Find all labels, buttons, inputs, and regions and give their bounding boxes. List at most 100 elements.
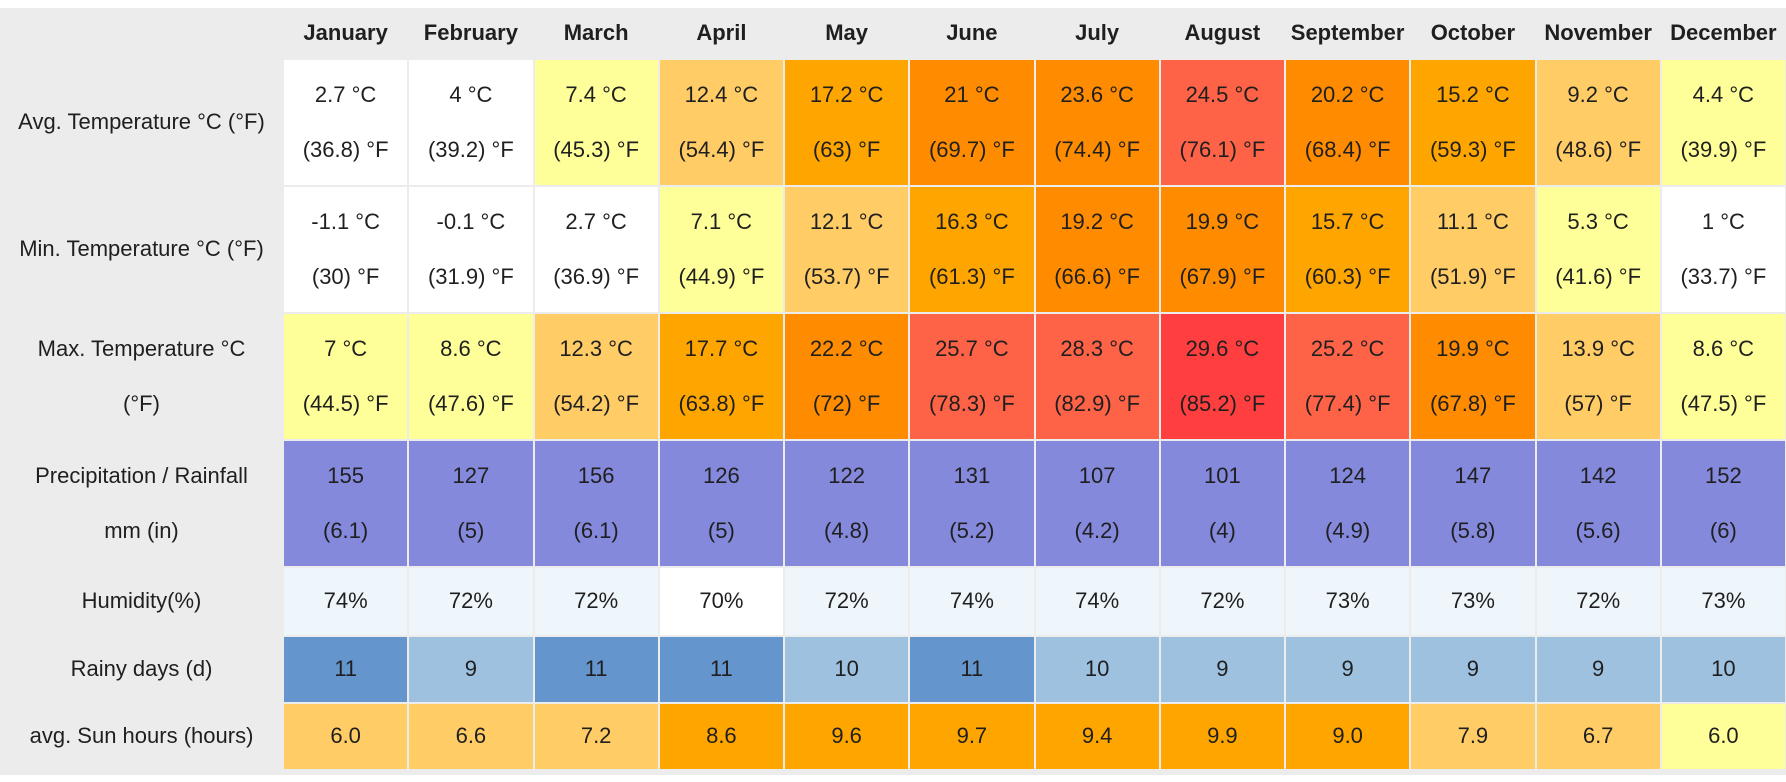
cell-value: 9 bbox=[1216, 656, 1229, 682]
humidity-cell: 72% bbox=[784, 567, 910, 636]
cell-secondary-value: (82.9) °F bbox=[1054, 390, 1141, 416]
cell-value: 12.4 °C bbox=[684, 82, 759, 108]
cell-value: 10 bbox=[834, 656, 859, 682]
month-header-july: July bbox=[1034, 8, 1160, 59]
cell-secondary-value: (68.4) °F bbox=[1304, 136, 1391, 162]
cell-value: 5.3 °C bbox=[1567, 209, 1629, 235]
cell-value: 9.6 bbox=[831, 723, 862, 749]
precipitation-cell: 131 (5.2) bbox=[909, 440, 1035, 567]
row-label-rainy-days: Rainy days (d) bbox=[0, 636, 283, 703]
sun-hours-cell: 9.4 bbox=[1034, 703, 1160, 770]
max-temp-cell: 25.7 °C (78.3) °F bbox=[909, 313, 1035, 440]
cell-secondary-value: (6.1) bbox=[573, 517, 619, 543]
sun-hours-cell: 9.0 bbox=[1285, 703, 1411, 770]
cell-value: 9.2 °C bbox=[1567, 82, 1629, 108]
cell-secondary-value: (57) °F bbox=[1564, 390, 1632, 416]
cell-value: 28.3 °C bbox=[1060, 336, 1134, 362]
cell-value: 13.9 °C bbox=[1561, 336, 1635, 362]
month-header-october: October bbox=[1410, 8, 1536, 59]
humidity-cell: 73% bbox=[1410, 567, 1536, 636]
cell-value: 19.9 °C bbox=[1436, 336, 1510, 362]
cell-secondary-value: (5) bbox=[457, 517, 485, 543]
cell-secondary-value: (39.9) °F bbox=[1680, 136, 1767, 162]
month-header-november: November bbox=[1535, 8, 1661, 59]
cell-secondary-value: (47.6) °F bbox=[427, 390, 514, 416]
cell-value: -0.1 °C bbox=[436, 209, 506, 235]
cell-value: 17.2 °C bbox=[809, 82, 884, 108]
cell-value: 8.6 °C bbox=[1692, 336, 1755, 362]
cell-value: 124 bbox=[1329, 463, 1366, 489]
cell-value: 72% bbox=[574, 588, 619, 614]
humidity-cell: 73% bbox=[1660, 567, 1786, 636]
month-header-april: April bbox=[658, 8, 784, 59]
rainy-days-cell: 11 bbox=[909, 636, 1035, 703]
max-temp-cell: 22.2 °C (72) °F bbox=[784, 313, 910, 440]
max-temp-cell: 7 °C (44.5) °F bbox=[283, 313, 409, 440]
cell-value: 142 bbox=[1579, 463, 1617, 489]
sun-hours-cell: 9.9 bbox=[1159, 703, 1285, 770]
precipitation-cell: 142 (5.6) bbox=[1535, 440, 1661, 567]
cell-secondary-value: (60.3) °F bbox=[1304, 263, 1391, 289]
row-label-line: Max. Temperature °C bbox=[37, 335, 246, 361]
cell-value: 12.3 °C bbox=[559, 336, 633, 362]
cell-value: 24.5 °C bbox=[1185, 82, 1260, 108]
sun-hours-cell: 9.7 bbox=[909, 703, 1035, 770]
row-label-line: (°F) bbox=[123, 391, 160, 417]
row-label-precipitation: Precipitation / Rainfall mm (in) bbox=[0, 440, 283, 567]
cell-value: 72% bbox=[824, 588, 869, 614]
avg-temp-cell: 7.4 °C (45.3) °F bbox=[533, 59, 659, 186]
rainy-days-cell: 10 bbox=[1660, 636, 1786, 703]
sun-hours-cell: 6.0 bbox=[1660, 703, 1786, 770]
cell-value: 9 bbox=[1341, 656, 1354, 682]
cell-secondary-value: (31.9) °F bbox=[427, 263, 514, 289]
rainy-days-cell: 11 bbox=[658, 636, 784, 703]
cell-secondary-value: (5.2) bbox=[949, 517, 995, 543]
max-temp-cell: 28.3 °C (82.9) °F bbox=[1034, 313, 1160, 440]
cell-secondary-value: (4) bbox=[1208, 517, 1236, 543]
cell-secondary-value: (67.9) °F bbox=[1179, 263, 1266, 289]
cell-value: 2.7 °C bbox=[314, 82, 377, 108]
cell-value: 25.2 °C bbox=[1310, 336, 1385, 362]
avg-temp-cell: 2.7 °C (36.8) °F bbox=[283, 59, 409, 186]
cell-secondary-value: (36.9) °F bbox=[553, 263, 640, 289]
min-temp-cell: 15.7 °C (60.3) °F bbox=[1285, 186, 1411, 313]
precipitation-cell: 122 (4.8) bbox=[784, 440, 910, 567]
cell-secondary-value: (72) °F bbox=[812, 390, 881, 416]
cell-value: 8.6 °C bbox=[440, 336, 502, 362]
max-temp-cell: 17.7 °C (63.8) °F bbox=[658, 313, 784, 440]
cell-secondary-value: (5) bbox=[707, 517, 735, 543]
row-label-humidity: Humidity(%) bbox=[0, 567, 283, 636]
avg-temp-cell: 24.5 °C (76.1) °F bbox=[1159, 59, 1285, 186]
cell-value: 70% bbox=[699, 588, 744, 614]
cell-value: 7.1 °C bbox=[690, 209, 753, 235]
cell-value: 9 bbox=[1466, 656, 1479, 682]
precipitation-cell: 155 (6.1) bbox=[283, 440, 409, 567]
sun-hours-cell: 8.6 bbox=[658, 703, 784, 770]
rainy-days-cell: 11 bbox=[283, 636, 409, 703]
rainy-days-cell: 9 bbox=[1410, 636, 1536, 703]
month-header-january: January bbox=[283, 8, 409, 59]
cell-value: 152 bbox=[1705, 463, 1742, 489]
cell-value: 122 bbox=[828, 463, 865, 489]
cell-secondary-value: (41.6) °F bbox=[1555, 263, 1642, 289]
cell-value: 156 bbox=[577, 463, 615, 489]
humidity-cell: 72% bbox=[533, 567, 659, 636]
row-label-line: Precipitation / Rainfall bbox=[35, 462, 248, 488]
cell-value: 74% bbox=[1075, 588, 1120, 614]
cell-value: 12.1 °C bbox=[809, 209, 884, 235]
cell-secondary-value: (45.3) °F bbox=[553, 136, 640, 162]
cell-value: 4 °C bbox=[449, 82, 493, 108]
rainy-days-cell: 9 bbox=[1159, 636, 1285, 703]
cell-secondary-value: (4.2) bbox=[1074, 517, 1120, 543]
min-temp-cell: -0.1 °C (31.9) °F bbox=[408, 186, 534, 313]
cell-secondary-value: (54.2) °F bbox=[553, 390, 640, 416]
cell-value: 4.4 °C bbox=[1692, 82, 1755, 108]
precipitation-cell: 124 (4.9) bbox=[1285, 440, 1411, 567]
cell-secondary-value: (54.4) °F bbox=[678, 136, 765, 162]
avg-temp-cell: 20.2 °C (68.4) °F bbox=[1285, 59, 1411, 186]
rainy-days-cell: 10 bbox=[784, 636, 910, 703]
cell-value: 6.6 bbox=[455, 723, 487, 749]
cell-value: 11 bbox=[334, 656, 358, 682]
cell-value: 6.7 bbox=[1582, 723, 1614, 749]
cell-secondary-value: (4.9) bbox=[1325, 517, 1371, 543]
